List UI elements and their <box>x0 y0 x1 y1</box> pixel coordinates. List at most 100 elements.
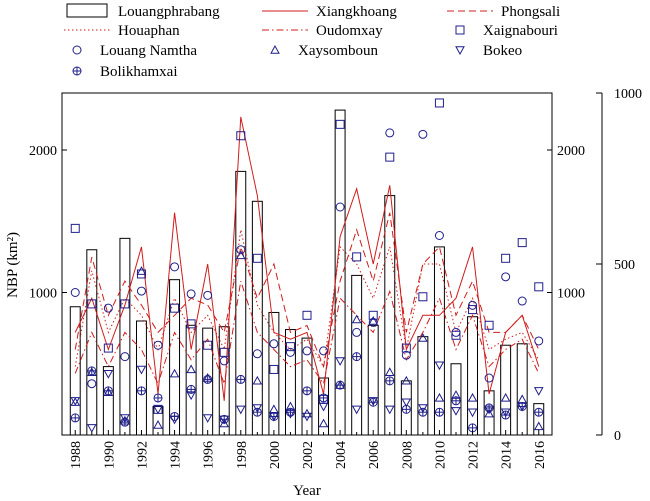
left-tick-label-2000: 2000 <box>29 144 57 159</box>
legend-item-xaysomboun: Xaysomboun <box>270 43 378 59</box>
point-bolikhamxai-2015 <box>517 402 527 411</box>
point-bolikhamxai-2014 <box>501 410 511 420</box>
point-louang-namtha-2014 <box>501 272 511 282</box>
point-xaysomboun-2005 <box>351 314 362 324</box>
legend-label: Oudomxay <box>316 23 383 39</box>
point-bokeo-2006 <box>368 397 379 406</box>
x-tick-label-1990: 1990 <box>102 441 117 469</box>
point-louang-namtha-2009 <box>418 129 428 139</box>
point-bolikhamxai-1989 <box>87 366 97 376</box>
point-bolikhamxai-2013 <box>484 403 494 413</box>
point-xaysomboun-1998 <box>235 250 246 260</box>
bar-louangphrabang-2007 <box>384 195 396 436</box>
x-tick-label-2016: 2016 <box>533 441 548 469</box>
x-tick-label-2010: 2010 <box>433 441 448 469</box>
legend-label: Louang Namtha <box>100 43 197 59</box>
point-bokeo-2007 <box>384 405 395 415</box>
point-bokeo-2012 <box>467 408 478 418</box>
point-louang-namtha-2001 <box>285 347 295 357</box>
point-bokeo-2002 <box>302 412 312 422</box>
bar-louangphrabang-2010 <box>433 246 445 436</box>
legend-swatch <box>72 45 82 55</box>
point-bokeo-2011 <box>451 407 461 416</box>
point-bolikhamxai-1990 <box>103 386 113 396</box>
point-louang-namtha-1996 <box>203 290 213 300</box>
point-xaysomboun-1990 <box>103 387 114 396</box>
point-louang-namtha-2012 <box>468 300 478 310</box>
point-louang-namtha-2008 <box>401 350 411 360</box>
point-xaignabouri-1988 <box>70 223 80 233</box>
point-xaignabouri-2002 <box>302 310 312 320</box>
point-bokeo-2014 <box>500 408 511 418</box>
point-xaignabouri-2008 <box>401 343 411 353</box>
point-louang-namtha-2002 <box>302 346 312 356</box>
point-louang-namtha-1998 <box>236 245 246 255</box>
point-xaysomboun-2009 <box>418 333 428 342</box>
point-louang-namtha-2005 <box>352 327 362 337</box>
legend: Louangphrabang Xiangkhoang Phongsali Houaph… <box>64 3 560 80</box>
point-bolikhamxai-1999 <box>252 407 262 417</box>
bar-louangphrabang-1992 <box>135 320 147 436</box>
point-bokeo-1998 <box>235 405 246 415</box>
point-bokeo-1992 <box>136 365 147 375</box>
x-tick-label-2008: 2008 <box>400 441 415 469</box>
x-tick-label-2012: 2012 <box>467 441 482 469</box>
legend-swatch <box>66 3 108 18</box>
x-tick-label-1994: 1994 <box>169 441 184 469</box>
point-xaignabouri-1991 <box>120 299 130 309</box>
right-tick-label-0: 0 <box>614 429 621 444</box>
bar-louangphrabang-2014 <box>500 344 512 436</box>
point-xaysomboun-1999 <box>252 375 263 385</box>
point-louang-namtha-1997 <box>219 356 229 366</box>
point-louang-namtha-2000 <box>269 339 279 349</box>
point-xaysomboun-2003 <box>318 418 329 428</box>
point-xaignabouri-1994 <box>170 303 180 313</box>
bar-louangphrabang-1989 <box>86 249 98 436</box>
point-bokeo-2004 <box>335 357 345 366</box>
point-bolikhamxai-1997 <box>219 414 229 424</box>
bar-louangphrabang-2009 <box>417 336 429 436</box>
point-bolikhamxai-2010 <box>434 407 444 417</box>
point-xaignabouri-2013 <box>484 320 494 330</box>
right-tick-label-500: 500 <box>614 258 635 273</box>
bar-louangphrabang-1991 <box>119 237 131 436</box>
point-xaignabouri-2016 <box>534 282 544 292</box>
legend-item-louangphrabang: Louangphrabang <box>66 3 220 20</box>
point-xaignabouri-1996 <box>203 340 213 350</box>
point-xaysomboun-2016 <box>533 421 544 431</box>
point-louang-namtha-2003 <box>319 346 329 356</box>
point-louang-namtha-1988 <box>70 288 80 297</box>
point-bolikhamxai-2007 <box>385 376 395 386</box>
point-louang-namtha-2015 <box>517 296 527 306</box>
line-xiangkhoang <box>74 116 540 401</box>
point-bokeo-1988 <box>70 397 81 406</box>
point-xaignabouri-1989 <box>87 299 97 309</box>
inner-right-tick-label-1000: 1000 <box>557 287 585 302</box>
point-louang-namtha-1994 <box>170 262 180 272</box>
point-louang-namtha-2016 <box>534 336 544 346</box>
legend-label: Louangphrabang <box>118 4 220 20</box>
point-louang-namtha-1989 <box>87 379 97 389</box>
point-bokeo-1996 <box>202 414 213 423</box>
line-houaphan <box>74 229 540 369</box>
legend-label: Xaysomboun <box>298 43 378 59</box>
point-bolikhamxai-1988 <box>70 413 80 423</box>
legend-label: Phongsali <box>501 4 560 20</box>
point-bolikhamxai-1994 <box>170 411 180 421</box>
legend-item-louang-namtha: Louang Namtha <box>72 43 197 59</box>
point-xaysomboun-1993 <box>153 419 163 429</box>
legend-label: Bokeo <box>483 43 522 59</box>
point-bolikhamxai-2001 <box>285 407 295 417</box>
legend-item-xiangkhoang: Xiangkhoang <box>262 4 397 20</box>
point-xaignabouri-1998 <box>236 131 246 141</box>
x-tick-label-2014: 2014 <box>500 441 515 469</box>
point-bokeo-1990 <box>103 370 114 379</box>
point-louang-namtha-1992 <box>136 286 146 296</box>
point-bolikhamxai-1996 <box>203 374 213 384</box>
point-louang-namtha-2004 <box>335 202 345 212</box>
point-louang-namtha-1999 <box>252 349 262 359</box>
point-xaysomboun-1994 <box>169 368 180 378</box>
point-xaignabouri-2000 <box>269 364 279 374</box>
point-xaysomboun-2013 <box>484 408 494 418</box>
